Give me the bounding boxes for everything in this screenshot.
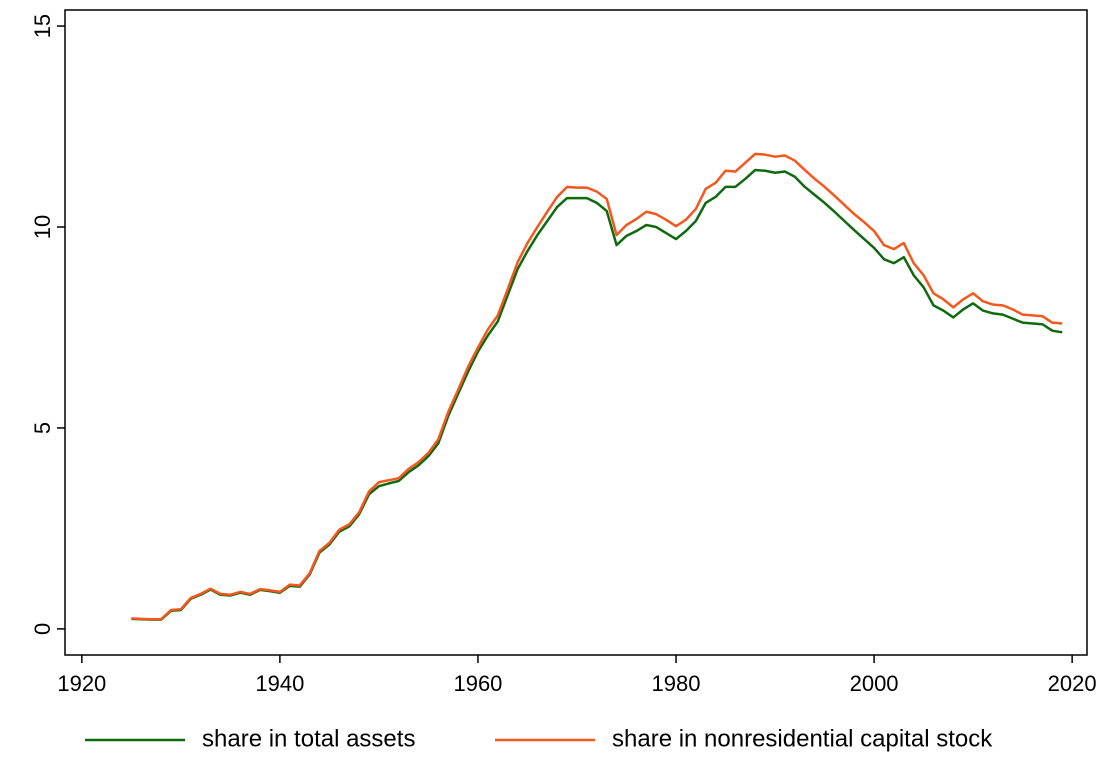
- series-line: [131, 168, 1063, 621]
- x-tick-label: 1940: [255, 671, 304, 696]
- legend-label: share in total assets: [202, 725, 415, 752]
- x-tick-label: 2000: [850, 671, 899, 696]
- x-tick-label: 2020: [1048, 671, 1097, 696]
- x-tick-label: 1960: [453, 671, 502, 696]
- y-tick-label: 5: [30, 422, 55, 434]
- y-tick-label: 0: [30, 623, 55, 635]
- x-tick-label: 1980: [652, 671, 701, 696]
- x-tick-label: 1920: [57, 671, 106, 696]
- series-line: [131, 152, 1063, 621]
- y-tick-label: 15: [30, 14, 55, 38]
- y-tick-label: 10: [30, 215, 55, 239]
- legend-label: share in nonresidential capital stock: [612, 725, 993, 752]
- plot-frame: [64, 9, 1088, 656]
